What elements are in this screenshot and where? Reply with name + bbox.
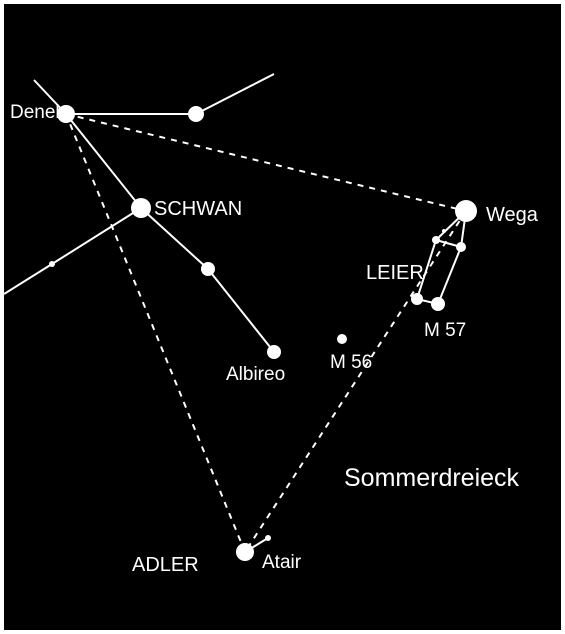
label-schwan: SCHWAN: [154, 198, 242, 221]
label-m57: M 57: [424, 320, 466, 342]
star-chart-svg: [4, 4, 565, 634]
label-albireo: Albireo: [226, 364, 285, 386]
label-deneb: Deneb: [10, 102, 66, 124]
label-leier: LEIER: [366, 262, 424, 285]
label-wega: Wega: [486, 204, 538, 227]
label-atair: Atair: [262, 552, 301, 574]
star-chart-frame: Deneb SCHWAN Wega LEIER M 57 M 56 Albire…: [0, 0, 565, 634]
label-m56: M 56: [330, 352, 372, 374]
label-adler: ADLER: [132, 554, 199, 577]
label-sommer: Sommerdreieck: [344, 464, 519, 493]
